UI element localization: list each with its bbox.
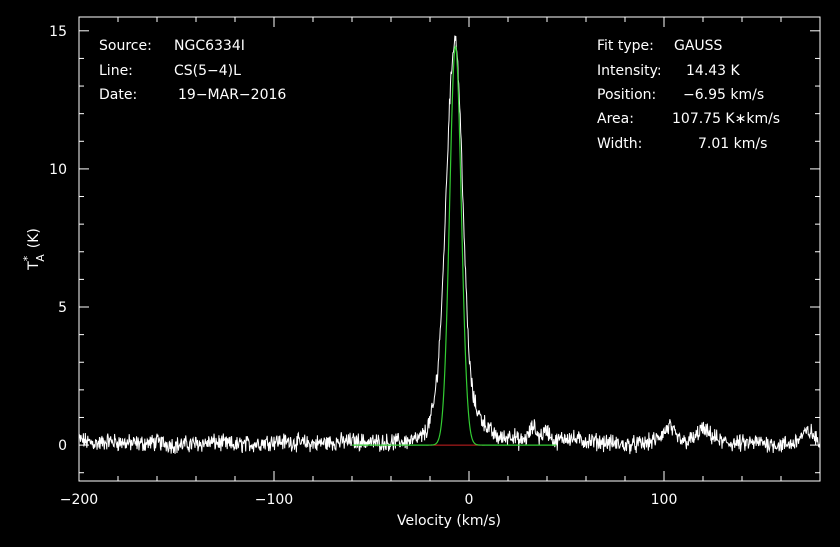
y-tick-label: 15 xyxy=(49,24,67,40)
spectrum-series-line xyxy=(78,35,821,455)
info-width-value: 7.01 km/s xyxy=(698,136,767,152)
info-position-value: −6.95 km/s xyxy=(683,87,764,103)
plot-frame xyxy=(78,16,821,482)
info-intensity-label: Intensity: xyxy=(597,63,662,79)
x-axis-title: Velocity (km/s) xyxy=(397,513,501,529)
info-line-label: Line: xyxy=(99,63,133,79)
info-position-label: Position: xyxy=(597,87,656,103)
axis-ticks xyxy=(78,17,821,481)
info-line-value: CS(5−4)L xyxy=(174,63,241,79)
x-tick-label: −200 xyxy=(60,492,98,508)
y-axis-title-sup: * xyxy=(21,255,34,261)
info-intensity-value: 14.43 K xyxy=(686,63,741,79)
svg-text:T*A(K): T*A (K) xyxy=(21,228,47,271)
info-right: Fit type: GAUSS Intensity: 14.43 K Posit… xyxy=(597,38,780,152)
info-fit-type-value: GAUSS xyxy=(674,38,723,54)
x-tick-label: −100 xyxy=(255,492,293,508)
y-axis-title-main: T xyxy=(26,261,42,271)
y-axis-title-sub: A xyxy=(34,254,47,262)
gaussian-fit-line xyxy=(352,45,557,446)
info-fit-type-label: Fit type: xyxy=(597,38,654,54)
y-axis-title: T*A (K) xyxy=(21,228,47,271)
info-source-label: Source: xyxy=(99,38,152,54)
info-area-value: 107.75 K∗km/s xyxy=(672,111,780,127)
y-tick-label: 0 xyxy=(58,438,67,454)
y-tick-label: 5 xyxy=(58,300,67,316)
info-area-label: Area: xyxy=(597,111,634,127)
y-tick-label: 10 xyxy=(49,162,67,178)
info-width-label: Width: xyxy=(597,136,642,152)
info-left: Source: NGC6334I Line: CS(5−4)L Date: 19… xyxy=(99,38,286,103)
x-tick-label: 0 xyxy=(465,492,474,508)
axis-tick-labels: −200 −100 0 100 0 5 10 15 xyxy=(49,24,677,508)
info-date-label: Date: xyxy=(99,87,137,103)
y-axis-title-unit: (K) xyxy=(26,228,42,248)
info-source-value: NGC6334I xyxy=(174,38,245,54)
x-tick-label: 100 xyxy=(651,492,678,508)
info-date-value: 19−MAR−2016 xyxy=(178,87,286,103)
